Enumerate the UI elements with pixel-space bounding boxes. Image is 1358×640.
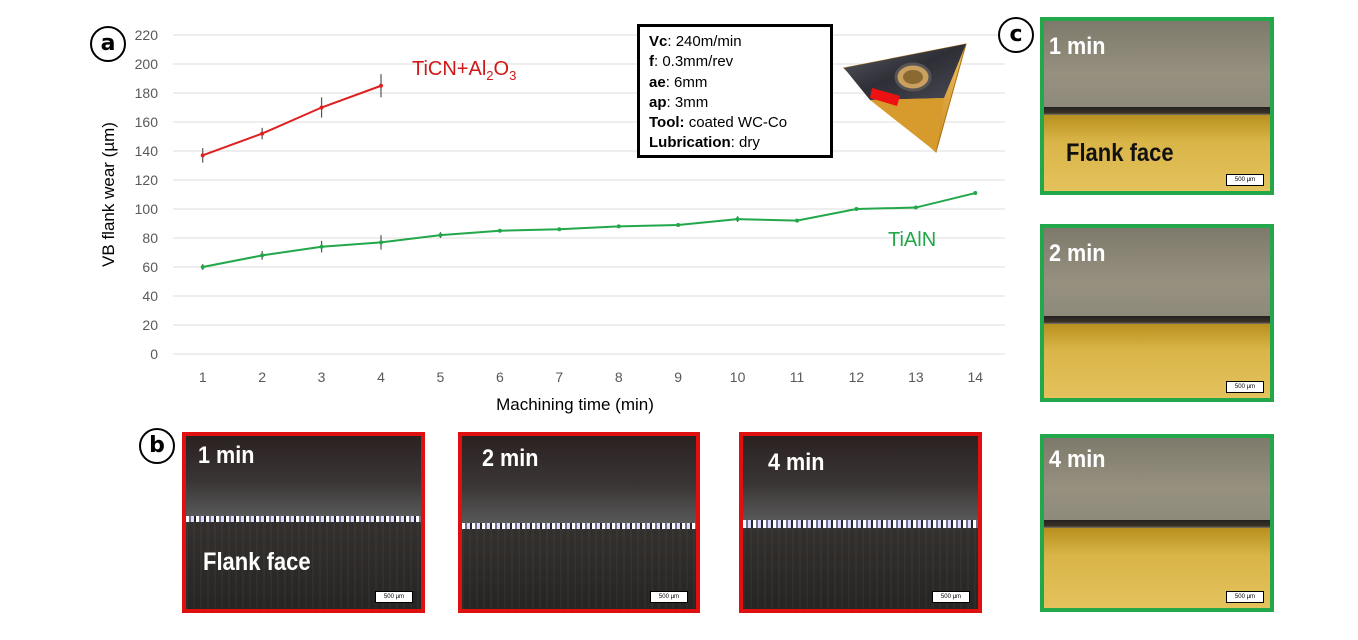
x-tick-label: 1 (199, 369, 207, 385)
panel-label-b: b (139, 428, 175, 464)
data-point (795, 218, 799, 223)
panel-label-a: a (90, 26, 126, 62)
data-point (319, 105, 324, 110)
data-point (260, 131, 265, 136)
time-label: 1 min (1049, 33, 1106, 60)
data-point (200, 153, 205, 158)
flank-face-label: Flank face (1066, 139, 1174, 167)
micrograph-b-2min: 2 min 500 µm (458, 432, 700, 613)
cutting-parameters-box: Vc: 240m/min f: 0.3mm/rev ae: 6mm ap: 3m… (637, 24, 833, 158)
x-tick-label: 11 (790, 369, 805, 385)
panel-label-c: c (998, 17, 1034, 53)
y-tick-label: 0 (150, 346, 158, 362)
x-tick-label: 6 (496, 369, 504, 385)
x-tick-label: 8 (615, 369, 623, 385)
data-point (616, 224, 621, 229)
x-tick-label: 9 (674, 369, 682, 385)
series-label-part: TiCN+Al (412, 58, 486, 80)
data-point (676, 222, 681, 227)
x-tick-label: 12 (849, 369, 865, 385)
x-tick-label: 13 (908, 369, 924, 385)
series-label-tialn: TiAlN (888, 229, 936, 251)
y-axis-label: VB flank wear (µm) (99, 122, 118, 267)
series-line-1 (202, 192, 976, 268)
data-point (438, 233, 443, 238)
y-tick-label: 20 (142, 317, 158, 333)
scale-bar: 500 µm (1226, 591, 1264, 603)
data-point (735, 217, 740, 222)
micrograph-c-1min: 1 min Flank face 500 µm (1040, 17, 1274, 195)
micrograph-b-4min: 4 min 500 µm (739, 432, 982, 613)
x-tick-label: 10 (730, 369, 746, 385)
micrograph-b-1min: 1 min Flank face 500 µm (182, 432, 425, 613)
data-point (319, 244, 324, 249)
x-tick-label: 3 (318, 369, 326, 385)
scale-bar: 500 µm (1226, 381, 1264, 393)
y-tick-label: 220 (135, 27, 159, 43)
y-tick-label: 140 (135, 143, 159, 159)
param-vc: Vc: 240m/min (649, 33, 742, 50)
series-line-0 (202, 84, 382, 157)
series-label-part: 3 (509, 68, 516, 83)
x-tick-label: 5 (437, 369, 445, 385)
x-axis-label: Machining time (min) (496, 395, 654, 414)
y-tick-label: 60 (142, 259, 158, 275)
data-point (913, 205, 918, 210)
scale-bar: 500 µm (650, 591, 688, 603)
y-tick-label: 160 (135, 114, 159, 130)
time-label: 4 min (768, 449, 825, 476)
time-label: 1 min (198, 442, 255, 469)
y-tick-label: 200 (135, 56, 159, 72)
param-ae: ae: 6mm (649, 73, 708, 91)
series-label-part: O (494, 58, 510, 80)
x-tick-label: 14 (967, 369, 983, 385)
param-f: f: 0.3mm/rev (649, 53, 734, 71)
param-tool: Tool: coated WC-Co (649, 114, 788, 132)
micrograph-c-4min: 4 min 500 µm (1040, 434, 1274, 612)
data-point (557, 227, 562, 232)
time-label: 4 min (1049, 446, 1106, 473)
x-tick-label: 4 (377, 369, 385, 385)
param-lubrication: Lubrication: dry (649, 134, 760, 152)
data-point (973, 191, 978, 196)
data-point (854, 207, 859, 211)
time-label: 2 min (482, 445, 539, 472)
data-point (260, 253, 265, 258)
micrograph-c-2min: 2 min 500 µm (1040, 224, 1274, 402)
y-tick-label: 120 (135, 172, 159, 188)
y-tick-label: 40 (142, 288, 158, 304)
scale-bar: 500 µm (1226, 174, 1264, 186)
data-point (200, 265, 205, 269)
x-tick-label: 7 (555, 369, 563, 385)
scale-bar: 500 µm (932, 591, 970, 603)
param-ap: ap: 3mm (649, 93, 709, 111)
cutting-insert-image (842, 43, 967, 153)
scale-bar: 500 µm (375, 591, 413, 603)
y-tick-label: 80 (142, 230, 158, 246)
data-point (379, 83, 383, 88)
series-label-part: 2 (486, 68, 493, 83)
data-point (497, 228, 502, 233)
flank-face-label: Flank face (203, 548, 311, 576)
time-label: 2 min (1049, 240, 1106, 267)
x-tick-label: 2 (258, 369, 266, 385)
data-point (379, 240, 383, 245)
y-tick-label: 100 (135, 201, 159, 217)
series-label-ticn: TiCN+Al2O3 (412, 58, 516, 83)
y-tick-label: 180 (135, 85, 159, 101)
